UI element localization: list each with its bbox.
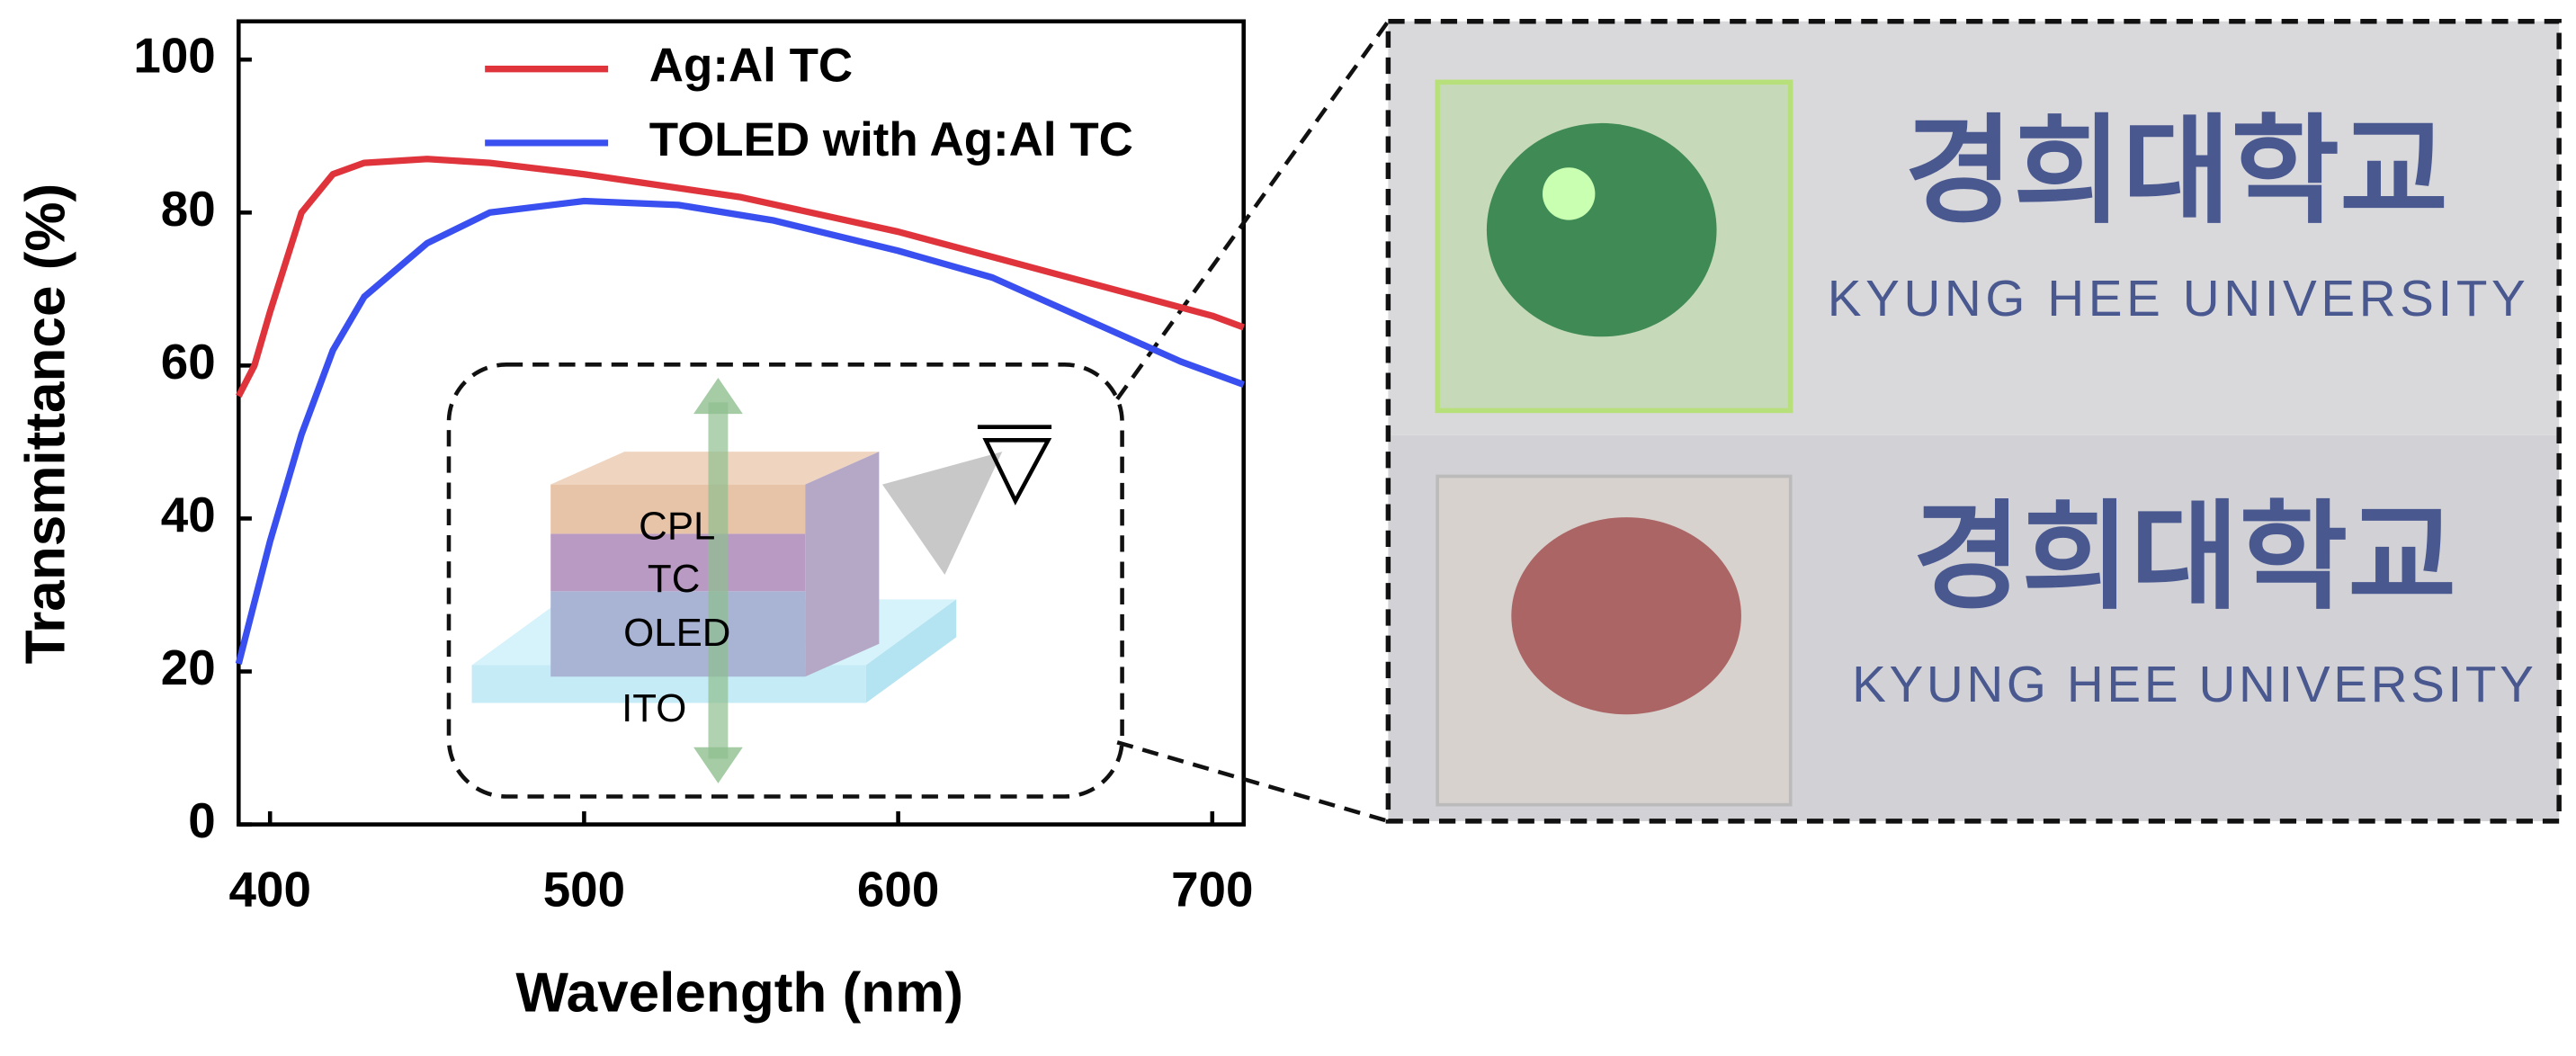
x-tick-label: 600 [857, 862, 939, 917]
connector [1115, 20, 1391, 401]
tc-front [550, 533, 806, 592]
legend-label: TOLED with Ag:Al TC [649, 113, 1133, 166]
photo-text: 경희대학교 [1904, 105, 2448, 237]
eye [982, 438, 1052, 506]
layer-label: OLED [623, 611, 730, 655]
connector [1116, 740, 1390, 824]
plot-frame [237, 19, 1246, 827]
y-axis-label: Transmittance (%) [15, 183, 77, 665]
arrow-head-down [693, 747, 743, 783]
photo-text: KYUNG HEE UNIVERSITY [1852, 656, 2534, 712]
arrow-head-up [693, 377, 743, 415]
photo-text: KYUNG HEE UNIVERSITY [1828, 270, 2526, 327]
device-emission [1486, 122, 1717, 337]
x-tick-label: 400 [229, 862, 311, 917]
view-cone [882, 452, 1003, 576]
stack-side [805, 452, 880, 677]
y-tick-label: 0 [188, 792, 215, 848]
data-line [235, 197, 1245, 665]
y-tick-label: 80 [161, 181, 216, 237]
legend-label: Ag:Al TC [649, 40, 853, 93]
y-tick-label: 40 [161, 487, 216, 542]
data-line [236, 156, 1245, 398]
photos: 경희대학교 KYUNG HEE UNIVERSITY 경희대학교 KYUNG H… [1385, 18, 2562, 824]
layer-label: TC [648, 557, 700, 601]
x-axis-label: Wavelength (nm) [515, 962, 963, 1025]
photo-text: 경희대학교 [1913, 491, 2457, 623]
layer-label: ITO [622, 686, 686, 730]
cpl-front [550, 484, 806, 534]
device-pattern [1511, 517, 1741, 715]
x-tick-label: 500 [543, 862, 625, 917]
y-tick-label: 100 [133, 28, 215, 84]
inset: CPL TC OLED ITO [446, 362, 1124, 799]
layer-label: CPL [639, 504, 715, 548]
y-tick-label: 20 [161, 640, 216, 695]
ito-side [865, 599, 957, 703]
x-tick-label: 700 [1171, 862, 1253, 917]
oled-front [550, 591, 806, 677]
emission-spot [1543, 167, 1596, 220]
inset-frame [446, 362, 1124, 799]
y-tick-label: 60 [161, 334, 216, 389]
photo-frame [1385, 18, 2562, 824]
